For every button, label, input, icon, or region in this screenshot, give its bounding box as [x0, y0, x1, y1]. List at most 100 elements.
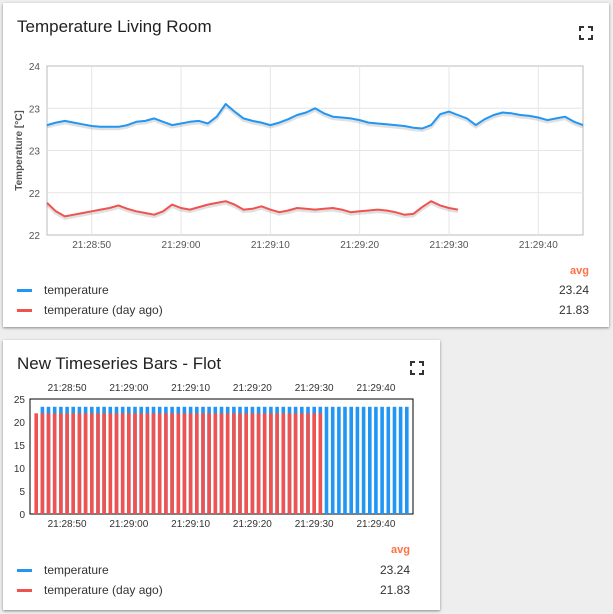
bar-temperature-day-ago [250, 413, 255, 514]
bar-temperature-day-ago [232, 413, 236, 514]
x-tick-label-top: 21:29:40 [356, 383, 395, 394]
x-tick-label: 21:29:40 [519, 240, 558, 251]
legend-item[interactable]: temperature 23.24 [17, 281, 589, 301]
bar-temperature [368, 406, 372, 514]
series-line-temperature [46, 103, 584, 130]
x-tick-label-top: 21:29:30 [295, 383, 334, 394]
bar-temperature-day-ago [312, 413, 316, 514]
y-tick-label: 5 [19, 487, 25, 498]
series-shadow [45, 201, 459, 220]
bar-temperature-day-ago [52, 413, 57, 514]
bar-temperature-day-ago [176, 413, 181, 514]
bar-temperature-day-ago [238, 413, 242, 514]
bar-temperature-day-ago [164, 413, 168, 514]
fullscreen-icon[interactable] [579, 26, 593, 40]
legend-swatch [17, 289, 32, 292]
legend-avg-header: avg [570, 265, 589, 277]
bar-temperature-day-ago [170, 413, 174, 514]
chart-legend: avg temperature 23.24 temperature (day a… [17, 265, 589, 325]
bar-temperature-day-ago [318, 413, 323, 514]
y-tick-label: 24 [29, 62, 41, 73]
widget-temperature-living-room: Temperature Living Room 24 23 23 22 22 21:28:… [3, 3, 609, 327]
bar-temperature-day-ago [195, 413, 199, 514]
bar-temperature-day-ago [120, 413, 125, 514]
widget-title: New Timeseries Bars - Flot [17, 354, 222, 373]
y-tick-label: 23 [29, 147, 41, 158]
bar-temperature [355, 406, 360, 514]
x-tick-label: 21:28:50 [48, 519, 87, 530]
legend-swatch [17, 309, 32, 312]
x-tick-label: 21:29:20 [340, 240, 379, 251]
bar-temperature-day-ago [244, 413, 248, 514]
y-tick-label: 15 [14, 441, 26, 452]
bar-temperature [337, 406, 341, 514]
x-tick-label-top: 21:29:10 [171, 383, 210, 394]
bar-temperature-day-ago [213, 413, 218, 514]
bar-temperature-day-ago [281, 413, 286, 514]
bar-temperature-day-ago [114, 413, 119, 514]
x-tick-label: 21:29:10 [251, 240, 290, 251]
series-shadow [46, 103, 584, 133]
y-tick-label: 0 [19, 510, 25, 521]
bar-temperature-day-ago [133, 413, 137, 514]
legend-item[interactable]: temperature (day ago) 21.83 [17, 301, 589, 321]
legend-avg-value: 23.24 [379, 563, 410, 577]
legend-item[interactable]: temperature 23.24 [17, 561, 410, 581]
legend-item[interactable]: temperature (day ago) 21.83 [17, 581, 410, 601]
bar-temperature-day-ago [40, 413, 45, 514]
legend-label: temperature (day ago) [44, 303, 163, 317]
bar-temperature-day-ago [188, 413, 193, 514]
bar-temperature-day-ago [108, 413, 113, 514]
fullscreen-icon[interactable] [410, 361, 424, 375]
x-tick-label-top: 21:28:50 [48, 383, 87, 394]
bar-temperature-day-ago [90, 413, 94, 514]
bar-temperature-day-ago [151, 413, 156, 514]
bar-temperature [324, 406, 329, 514]
bar-temperature [398, 406, 403, 514]
x-tick-label: 21:29:00 [162, 240, 201, 251]
bar-temperature-day-ago [65, 413, 69, 514]
legend-avg-value: 21.83 [379, 583, 410, 597]
bar-temperature-day-ago [102, 413, 106, 514]
widget-title: Temperature Living Room [17, 17, 212, 36]
bar-temperature [405, 406, 409, 514]
bar-temperature-day-ago [262, 413, 267, 514]
widget-timeseries-bars: New Timeseries Bars - Flot 0 5 10 15 20 25 21:… [3, 340, 440, 610]
y-tick-label: 23 [29, 104, 41, 115]
x-tick-label-top: 21:29:00 [109, 383, 148, 394]
bar-temperature-day-ago [139, 413, 143, 514]
bar-temperature-day-ago [256, 413, 261, 514]
legend-avg-value: 23.24 [558, 283, 589, 297]
x-tick-label: 21:28:50 [72, 240, 111, 251]
y-tick-label: 22 [29, 189, 41, 200]
legend-label: temperature [44, 283, 109, 297]
temperature-line-chart: 24 23 23 22 22 21:28:50 21:29:00 21:29:10 21:29:… [14, 62, 584, 251]
x-tick-label: 21:29:30 [295, 519, 334, 530]
bar-temperature [343, 406, 347, 514]
temperature-bar-chart: 0 5 10 15 20 25 21:28:50 21:28:50 21:29:00 21:29:… [14, 383, 414, 530]
bar-temperature-day-ago [287, 413, 292, 514]
bar-temperature-day-ago [83, 413, 88, 514]
bar-temperature-day-ago [293, 413, 298, 514]
x-tick-label-top: 21:29:20 [233, 383, 272, 394]
legend-label: temperature [44, 563, 109, 577]
y-axis-label: Temperature [°C] [14, 110, 25, 191]
x-tick-label: 21:29:40 [356, 519, 395, 530]
bar-temperature-day-ago [225, 413, 230, 514]
legend-label: temperature (day ago) [44, 583, 163, 597]
chart-legend: avg temperature 23.24 temperature (day a… [17, 544, 410, 604]
y-tick-label: 22 [29, 231, 41, 242]
bar-temperature [374, 406, 378, 514]
x-tick-label: 21:29:20 [233, 519, 272, 530]
bar-temperature-day-ago [71, 413, 75, 514]
bar-temperature-day-ago [77, 413, 82, 514]
legend-swatch [17, 569, 32, 572]
bar-temperature-day-ago [201, 413, 205, 514]
bar-temperature-day-ago [145, 413, 150, 514]
bar-temperature-day-ago [59, 413, 63, 514]
x-tick-label: 21:29:30 [430, 240, 469, 251]
bar-temperature-day-ago [306, 413, 310, 514]
bar-temperature-day-ago [269, 413, 273, 514]
bar-temperature-day-ago [219, 413, 224, 514]
legend-swatch [17, 589, 32, 592]
